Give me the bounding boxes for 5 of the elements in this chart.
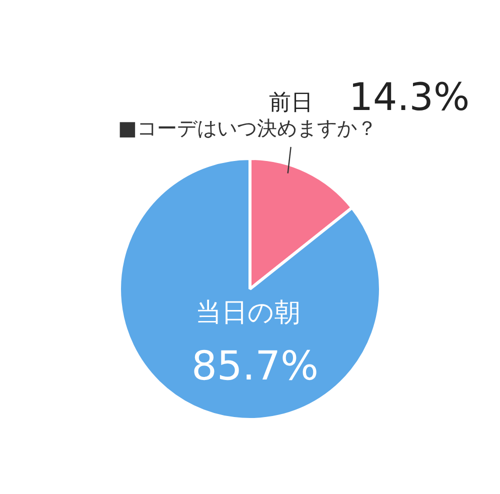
data-label: 85.7%: [191, 343, 319, 390]
text: ■コーデはいつ決めますか？: [118, 116, 377, 140]
data-label: 14.3%: [348, 74, 470, 119]
slice-label: 前日: [268, 90, 313, 116]
slice-label: 当日の朝: [196, 298, 300, 328]
